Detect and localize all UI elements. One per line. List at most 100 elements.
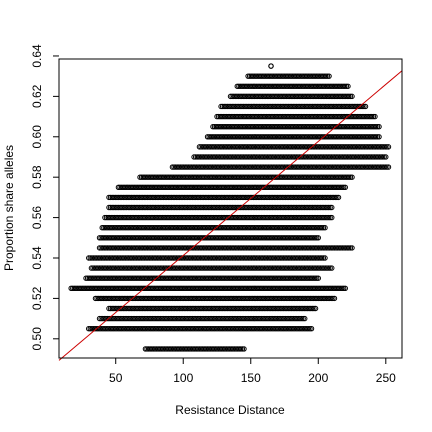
- y-tick-label: 0.60: [30, 125, 44, 149]
- data-point: [241, 346, 247, 352]
- point-band: [115, 184, 348, 190]
- data-point: [309, 305, 316, 312]
- point-band: [106, 204, 335, 211]
- data-point: [322, 255, 328, 261]
- data-point: [334, 194, 340, 201]
- data-point: [339, 184, 345, 190]
- data-point: [312, 235, 318, 241]
- point-band: [227, 93, 355, 100]
- y-tick-label: 0.62: [30, 84, 44, 108]
- point-band: [86, 326, 315, 332]
- data-point: [374, 123, 381, 130]
- data-point: [315, 275, 321, 281]
- data-point: [347, 93, 354, 100]
- y-axis-label: Proportion share alleles: [2, 145, 16, 271]
- data-point: [370, 113, 377, 120]
- y-tick-label: 0.50: [30, 327, 44, 351]
- point-band: [204, 134, 382, 140]
- data-point: [349, 245, 355, 251]
- data-point: [325, 265, 332, 271]
- data-point: [384, 164, 390, 170]
- x-tick-label: 250: [376, 371, 396, 385]
- point-band: [96, 235, 321, 241]
- point-band: [169, 164, 392, 170]
- data-point: [383, 154, 389, 160]
- point-band: [218, 103, 369, 110]
- data-point: [325, 204, 332, 211]
- point-band: [191, 154, 389, 160]
- x-tick-label: 50: [109, 371, 123, 385]
- point-band: [88, 265, 335, 271]
- plot-frame: [58, 58, 403, 359]
- data-point: [373, 123, 379, 130]
- data-point: [327, 265, 333, 271]
- point-band: [92, 295, 338, 302]
- data-point: [239, 346, 246, 352]
- point-band: [96, 245, 355, 251]
- y-axis: 0.50 0.52 0.54 0.56 0.58 0.60 0.62 0.64: [30, 44, 59, 351]
- data-point: [340, 184, 347, 190]
- data-point: [384, 144, 390, 150]
- data-point: [382, 164, 388, 170]
- data-point: [346, 245, 352, 251]
- data-point: [376, 123, 382, 130]
- data-point: [313, 275, 320, 281]
- data-point: [308, 326, 315, 332]
- data-point: [325, 214, 332, 221]
- data-point: [326, 73, 332, 79]
- data-point: [362, 103, 369, 110]
- data-point: [332, 194, 339, 201]
- data-point: [346, 93, 352, 100]
- data-point: [343, 83, 350, 89]
- y-tick-label: 0.54: [30, 246, 44, 270]
- point-band: [137, 174, 355, 180]
- point-band: [86, 255, 328, 261]
- data-point: [320, 224, 327, 231]
- data-point: [322, 224, 328, 231]
- data-point: [346, 174, 352, 180]
- data-point: [328, 295, 334, 302]
- data-point: [340, 285, 347, 291]
- data-point: [373, 134, 379, 140]
- point-band: [106, 305, 319, 312]
- data-point: [347, 174, 354, 180]
- data-point: [300, 315, 306, 322]
- data-point: [339, 285, 345, 291]
- data-point: [307, 326, 313, 332]
- point-band: [196, 144, 392, 150]
- data-point: [302, 315, 308, 322]
- data-point: [385, 144, 392, 150]
- data-point: [372, 113, 378, 120]
- x-axis: 50 100 150 200 250: [109, 358, 396, 385]
- data-point: [319, 224, 325, 231]
- data-point: [311, 305, 317, 312]
- data-point: [238, 346, 244, 352]
- data-point: [323, 73, 329, 79]
- point-band: [210, 123, 382, 130]
- data-points: [68, 63, 392, 352]
- data-point: [312, 275, 318, 281]
- point-band: [245, 73, 332, 79]
- data-point: [361, 103, 367, 110]
- data-point: [374, 134, 381, 140]
- y-tick-label: 0.56: [30, 206, 44, 230]
- point-band: [102, 214, 335, 221]
- data-point: [335, 194, 342, 201]
- y-tick-label: 0.64: [30, 44, 44, 68]
- x-tick-label: 100: [173, 371, 193, 385]
- data-point: [330, 295, 336, 302]
- data-point: [329, 214, 335, 221]
- point-band: [99, 224, 328, 231]
- x-tick-label: 200: [308, 371, 328, 385]
- data-point: [347, 245, 354, 251]
- data-point: [369, 113, 375, 120]
- point-band: [96, 315, 308, 322]
- data-point: [319, 255, 325, 261]
- data-point: [376, 134, 382, 140]
- data-point: [345, 83, 351, 89]
- data-point: [385, 164, 392, 170]
- data-point: [320, 255, 327, 261]
- x-axis-label: Resistance Distance: [175, 403, 285, 417]
- data-point: [331, 295, 338, 302]
